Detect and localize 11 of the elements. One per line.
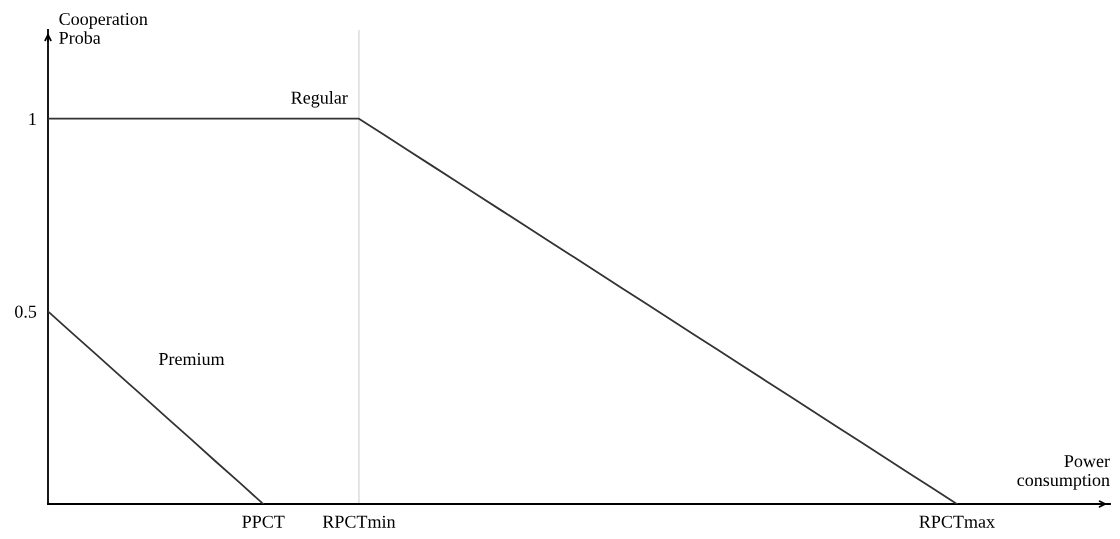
y-tick-label: 0.5 — [15, 305, 37, 318]
x-tick-label: PPCT — [242, 515, 285, 528]
y-axis-title: Cooperation Proba — [59, 12, 148, 44]
line-series — [48, 117, 958, 504]
x-tick-label: RPCTmax — [919, 515, 995, 528]
series-label: Regular — [291, 91, 348, 108]
series-label: Premium — [158, 352, 225, 366]
x-axis-title: Power consumption — [1017, 455, 1110, 490]
x-tick-label: RPCTmin — [322, 515, 396, 528]
line-series — [48, 310, 265, 504]
y-tick-label: 1 — [29, 112, 36, 125]
